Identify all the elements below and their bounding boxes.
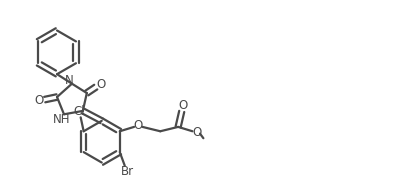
Text: NH: NH xyxy=(53,113,70,126)
Text: O: O xyxy=(192,126,202,139)
Text: O: O xyxy=(134,119,143,132)
Text: N: N xyxy=(65,74,73,87)
Text: O: O xyxy=(96,78,105,91)
Text: Cl: Cl xyxy=(74,105,86,118)
Text: O: O xyxy=(34,94,44,107)
Text: O: O xyxy=(179,99,188,112)
Text: Br: Br xyxy=(121,165,134,178)
